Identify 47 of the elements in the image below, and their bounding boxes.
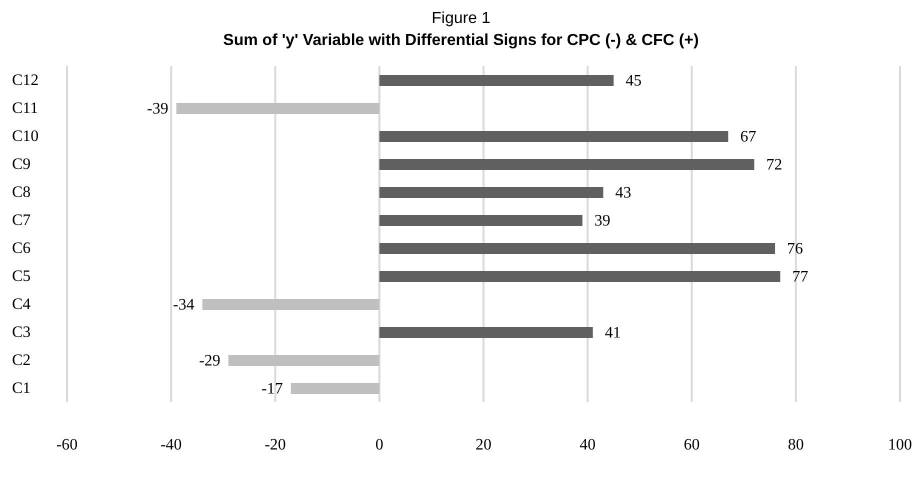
data-label: -17 (262, 380, 283, 398)
y-tick-label: C4 (12, 296, 31, 313)
x-tick-label: 40 (580, 436, 596, 454)
x-tick-label: 20 (476, 436, 492, 454)
bar (202, 299, 380, 310)
bar (379, 271, 780, 282)
y-tick-label: C9 (12, 156, 31, 173)
x-tick-label: 0 (375, 436, 384, 454)
x-tick-label: -40 (160, 436, 182, 454)
bar (379, 243, 776, 254)
y-tick-label: C7 (12, 212, 31, 229)
x-tick-label: 80 (788, 436, 804, 454)
bar (379, 159, 754, 170)
y-tick-label: C5 (12, 268, 31, 285)
y-tick-label: C12 (12, 72, 39, 89)
chart-title: Figure 1 (430, 9, 492, 29)
y-tick-label: C6 (12, 240, 31, 257)
data-label: 77 (792, 268, 808, 286)
bar (290, 383, 380, 394)
x-tick-label: -60 (56, 436, 78, 454)
y-tick-label: C11 (12, 100, 38, 117)
data-label: 76 (787, 240, 804, 258)
y-tick-label: C1 (12, 380, 31, 397)
data-label: 43 (615, 184, 632, 202)
y-tick-label: C8 (12, 184, 31, 201)
data-label: -34 (173, 296, 194, 314)
x-tick-label: -20 (264, 436, 286, 454)
bar (379, 215, 582, 226)
bar (379, 131, 728, 142)
data-label: 45 (626, 72, 642, 90)
data-label: 72 (766, 156, 782, 174)
bar (379, 327, 593, 338)
bar (228, 355, 380, 366)
y-tick-label: C2 (12, 352, 31, 369)
bar (176, 103, 380, 114)
data-label: 41 (604, 324, 621, 342)
x-tick-label: 100 (888, 436, 912, 454)
bar (379, 75, 614, 86)
y-tick-label: C3 (12, 324, 31, 341)
x-tick-label: 60 (684, 436, 700, 454)
data-label: -39 (147, 100, 168, 118)
data-label: -29 (199, 352, 220, 370)
bar (379, 187, 604, 198)
chart-subtitle: Sum of 'y' Variable with Differential Signs for CPC (-) & CFC (+) (222, 31, 700, 51)
y-tick-label: C10 (12, 128, 39, 145)
data-label: 39 (594, 212, 610, 230)
data-label: 67 (740, 128, 756, 146)
